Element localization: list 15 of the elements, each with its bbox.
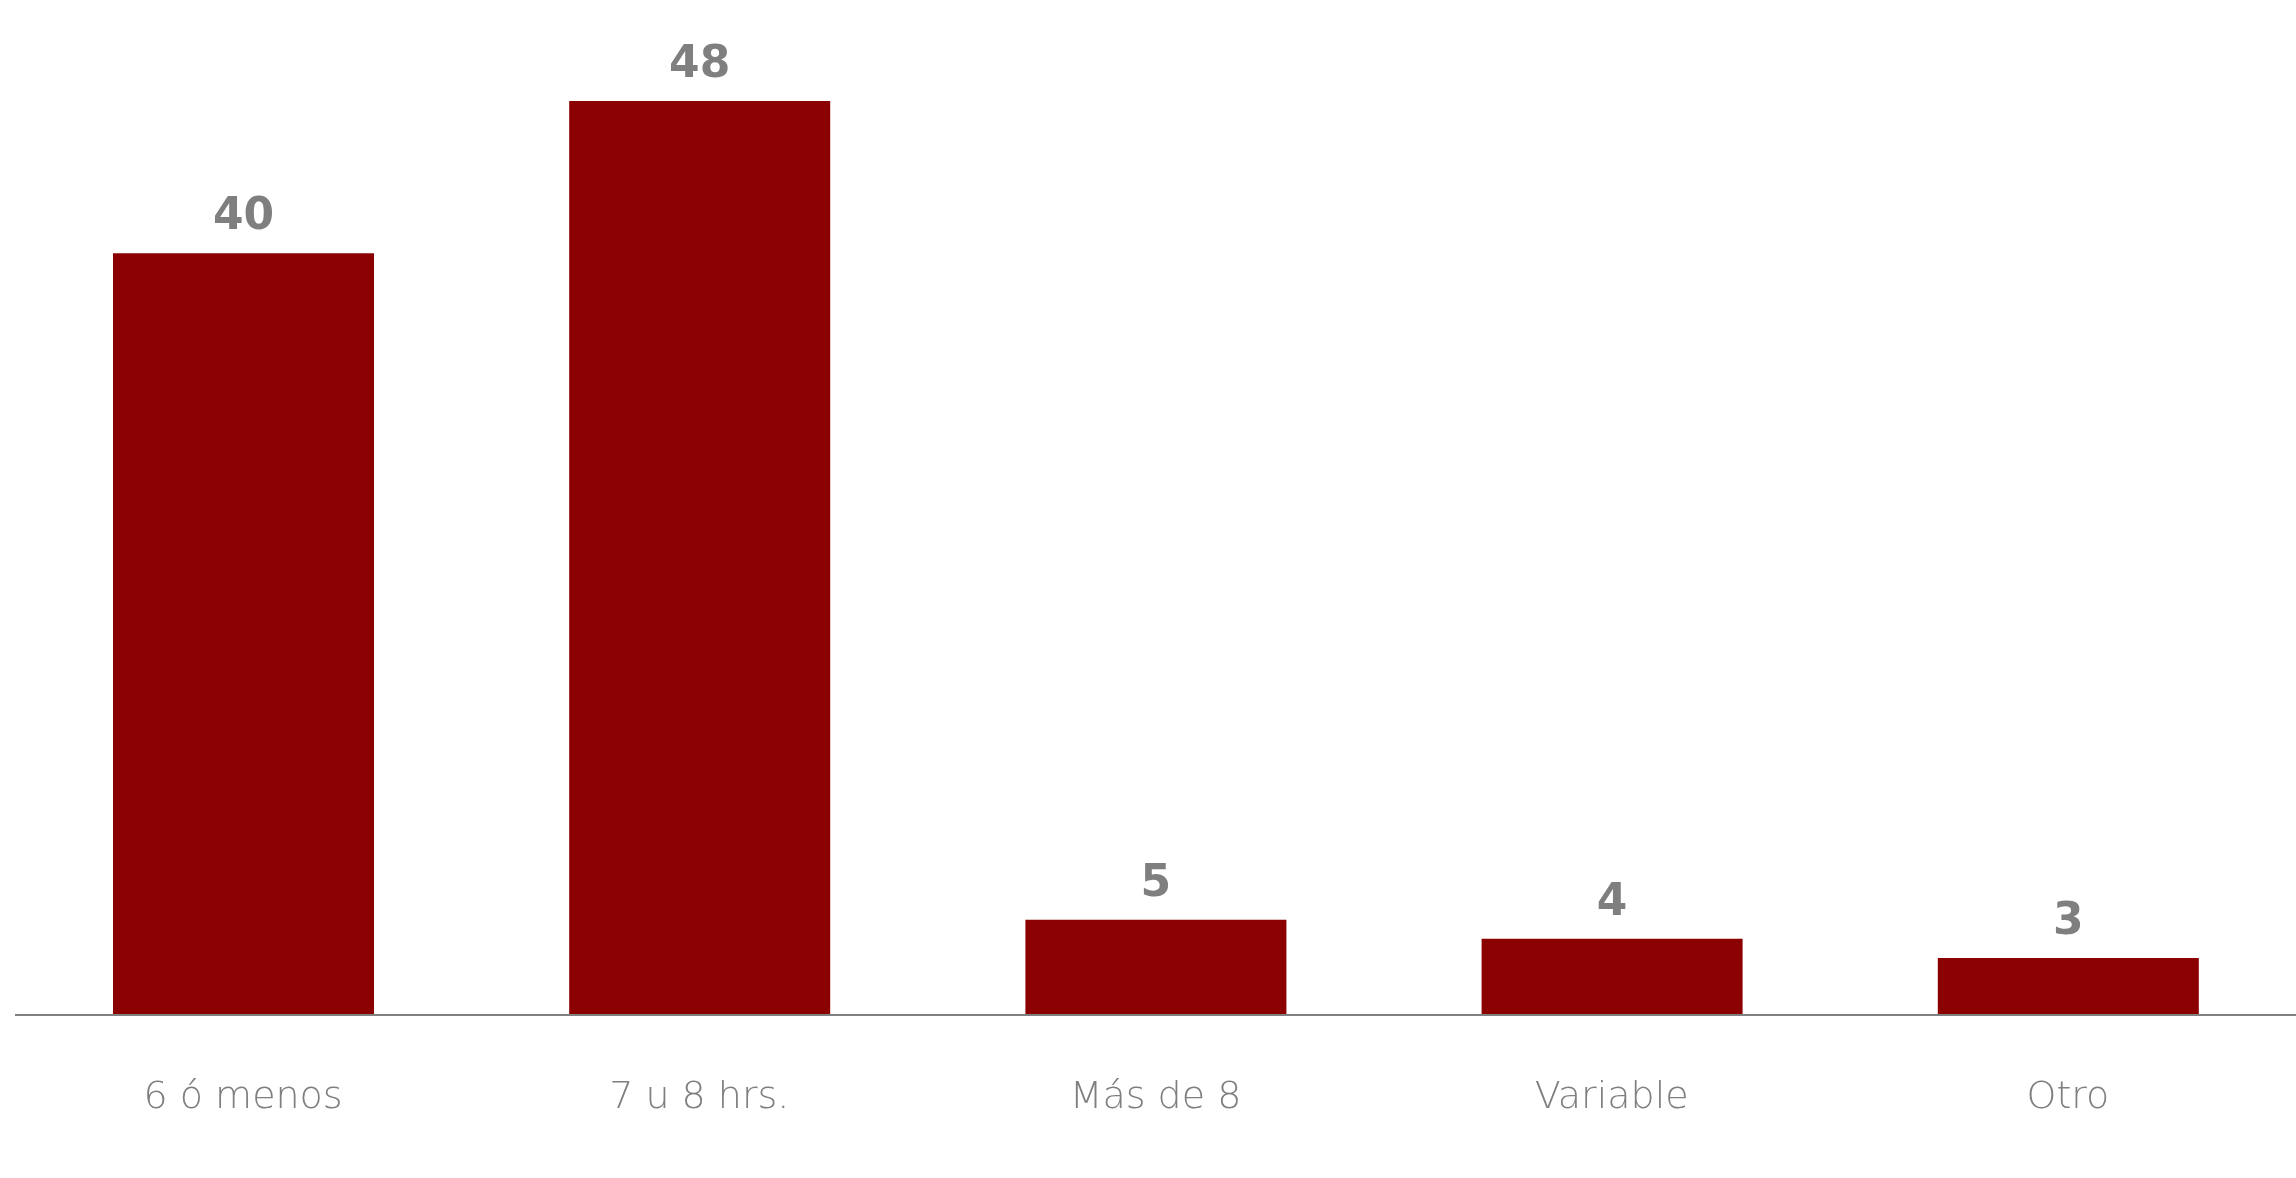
x-tick-label: 7 u 8 hrs. <box>609 1072 790 1117</box>
bar <box>113 253 374 1015</box>
data-label: 48 <box>669 36 731 87</box>
x-tick-label: Variable <box>1534 1072 1689 1117</box>
bar <box>1937 957 2199 1015</box>
bar <box>1025 919 1287 1015</box>
data-label: 4 <box>1596 873 1628 925</box>
x-tick-label: Otro <box>2026 1072 2110 1117</box>
data-label: 40 <box>212 188 275 240</box>
bar <box>1481 938 1743 1015</box>
x-tick-label: Más de 8 <box>1069 1072 1242 1117</box>
x-tick-label: 6 ó menos <box>143 1072 343 1117</box>
data-label: 5 <box>1140 854 1172 906</box>
bar <box>569 101 831 1015</box>
data-label: 3 <box>2052 892 2084 944</box>
